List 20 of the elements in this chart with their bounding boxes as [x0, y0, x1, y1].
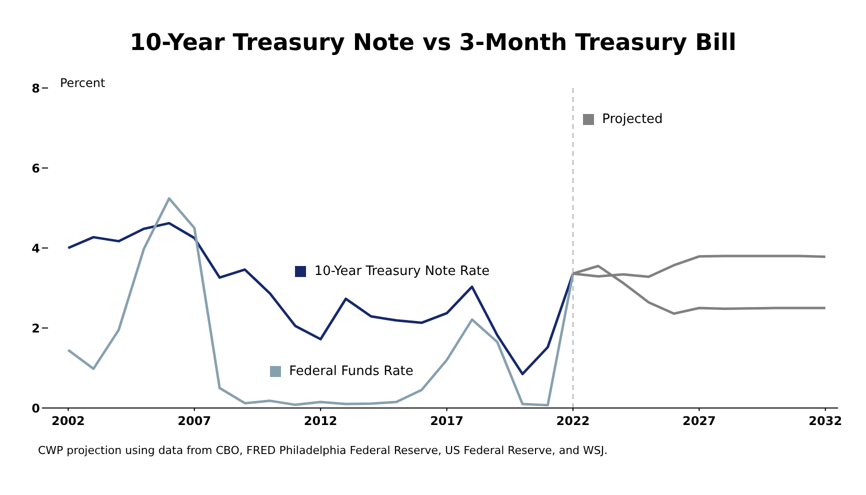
x-tick-label: 2027 — [682, 414, 716, 428]
legend-label: Projected — [601, 112, 663, 127]
x-tick-label: 2017 — [430, 414, 464, 428]
y-tick-label: 2 — [32, 321, 40, 336]
legend-label: Federal Funds Rate — [288, 364, 414, 379]
y-axis-title: Percent — [60, 76, 106, 90]
x-tick-label: 2022 — [556, 414, 590, 428]
y-tick-label: 4 — [32, 241, 40, 256]
line-series — [66, 222, 574, 376]
legend-label: 10-Year Treasury Note Rate — [313, 264, 490, 279]
line-series — [66, 197, 574, 406]
y-tick-label: 6 — [32, 161, 40, 176]
x-tick-label: 2002 — [51, 414, 85, 428]
y-tick-label: 0 — [32, 401, 40, 416]
y-tick-label: 8 — [32, 81, 40, 96]
x-tick-label: 2032 — [808, 414, 842, 428]
chart-title: 10-Year Treasury Note vs 3-Month Treasury Bill — [128, 29, 738, 58]
x-tick-label: 2012 — [304, 414, 338, 428]
text: CWP projection using data from CBO, FRED Philadelphia Federal Reserve, US Federal Reserve, and WSJ. — [37, 443, 609, 457]
x-tick-label: 2007 — [178, 414, 212, 428]
